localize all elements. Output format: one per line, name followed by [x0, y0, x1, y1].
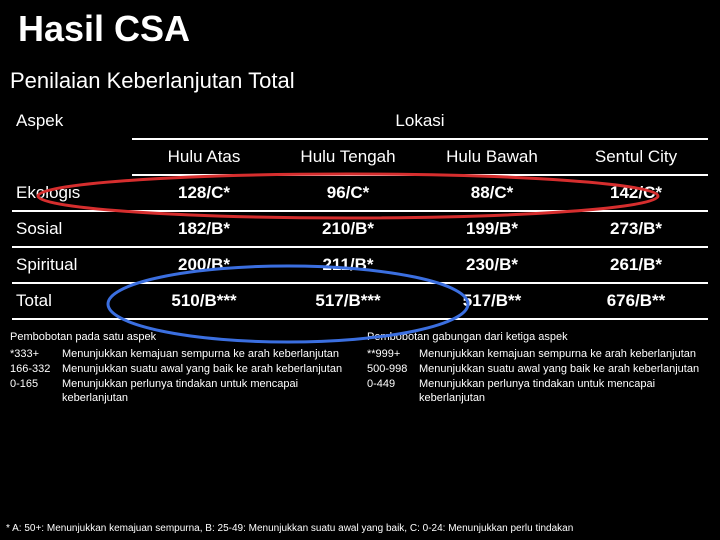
subhead-1: Hulu Tengah	[276, 139, 420, 175]
fn-text: Menunjukkan suatu awal yang baik ke arah…	[419, 362, 710, 377]
footnote-left: Pembobotan pada satu aspek *333+ Menunju…	[10, 330, 353, 406]
table-container: Aspek Lokasi Hulu Atas Hulu Tengah Hulu …	[0, 104, 720, 320]
fn-row: **999+ Menunjukkan kemajuan sempurna ke …	[367, 347, 710, 362]
row-label: Total	[12, 283, 132, 319]
fn-row: 0-449 Menunjukkan perlunya tindakan untu…	[367, 377, 710, 407]
row-label: Ekologis	[12, 175, 132, 211]
footnote-right: Pembobotan gabungan dari ketiga aspek **…	[367, 330, 710, 406]
fn-text: Menunjukkan kemajuan sempurna ke arah ke…	[62, 347, 353, 362]
table-row: Total 510/B*** 517/B*** 517/B** 676/B**	[12, 283, 708, 319]
row-label: Spiritual	[12, 247, 132, 283]
cell: 96/C*	[276, 175, 420, 211]
cell: 676/B**	[564, 283, 708, 319]
page-title: Hasil CSA	[0, 0, 720, 50]
fn-key: 166-332	[10, 362, 62, 377]
header-row-1: Aspek Lokasi	[12, 104, 708, 139]
table-row: Spiritual 200/B* 211/B* 230/B* 261/B*	[12, 247, 708, 283]
fn-key: 500-998	[367, 362, 419, 377]
table-row: Sosial 182/B* 210/B* 199/B* 273/B*	[12, 211, 708, 247]
cell: 128/C*	[132, 175, 276, 211]
bottom-note: * A: 50+: Menunjukkan kemajuan sempurna,…	[6, 523, 714, 534]
cell: 517/B***	[276, 283, 420, 319]
cell: 517/B**	[420, 283, 564, 319]
aspek-header: Aspek	[12, 104, 132, 175]
fn-key: **999+	[367, 347, 419, 362]
cell: 182/B*	[132, 211, 276, 247]
cell: 261/B*	[564, 247, 708, 283]
fn-row: 500-998 Menunjukkan suatu awal yang baik…	[367, 362, 710, 377]
cell: 88/C*	[420, 175, 564, 211]
subtitle: Penilaian Keberlanjutan Total	[0, 50, 720, 104]
fn-row: 0-165 Menunjukkan perlunya tindakan untu…	[10, 377, 353, 407]
fn-text: Menunjukkan perlunya tindakan untuk menc…	[62, 377, 353, 407]
cell: 273/B*	[564, 211, 708, 247]
cell: 200/B*	[132, 247, 276, 283]
cell: 199/B*	[420, 211, 564, 247]
fn-text: Menunjukkan perlunya tindakan untuk menc…	[419, 377, 710, 407]
subhead-3: Sentul City	[564, 139, 708, 175]
row-label: Sosial	[12, 211, 132, 247]
footnotes: Pembobotan pada satu aspek *333+ Menunju…	[0, 320, 720, 406]
table-row: Ekologis 128/C* 96/C* 88/C* 142/C*	[12, 175, 708, 211]
fn-right-title: Pembobotan gabungan dari ketiga aspek	[367, 330, 710, 345]
fn-key: 0-449	[367, 377, 419, 407]
subhead-0: Hulu Atas	[132, 139, 276, 175]
cell: 142/C*	[564, 175, 708, 211]
lokasi-header: Lokasi	[132, 104, 708, 139]
cell: 230/B*	[420, 247, 564, 283]
cell: 510/B***	[132, 283, 276, 319]
cell: 211/B*	[276, 247, 420, 283]
results-table: Aspek Lokasi Hulu Atas Hulu Tengah Hulu …	[12, 104, 708, 320]
subhead-2: Hulu Bawah	[420, 139, 564, 175]
fn-left-title: Pembobotan pada satu aspek	[10, 330, 353, 345]
fn-key: *333+	[10, 347, 62, 362]
fn-text: Menunjukkan suatu awal yang baik ke arah…	[62, 362, 353, 377]
fn-text: Menunjukkan kemajuan sempurna ke arah ke…	[419, 347, 710, 362]
fn-key: 0-165	[10, 377, 62, 407]
fn-row: 166-332 Menunjukkan suatu awal yang baik…	[10, 362, 353, 377]
cell: 210/B*	[276, 211, 420, 247]
fn-row: *333+ Menunjukkan kemajuan sempurna ke a…	[10, 347, 353, 362]
slide: Hasil CSA Penilaian Keberlanjutan Total …	[0, 0, 720, 540]
